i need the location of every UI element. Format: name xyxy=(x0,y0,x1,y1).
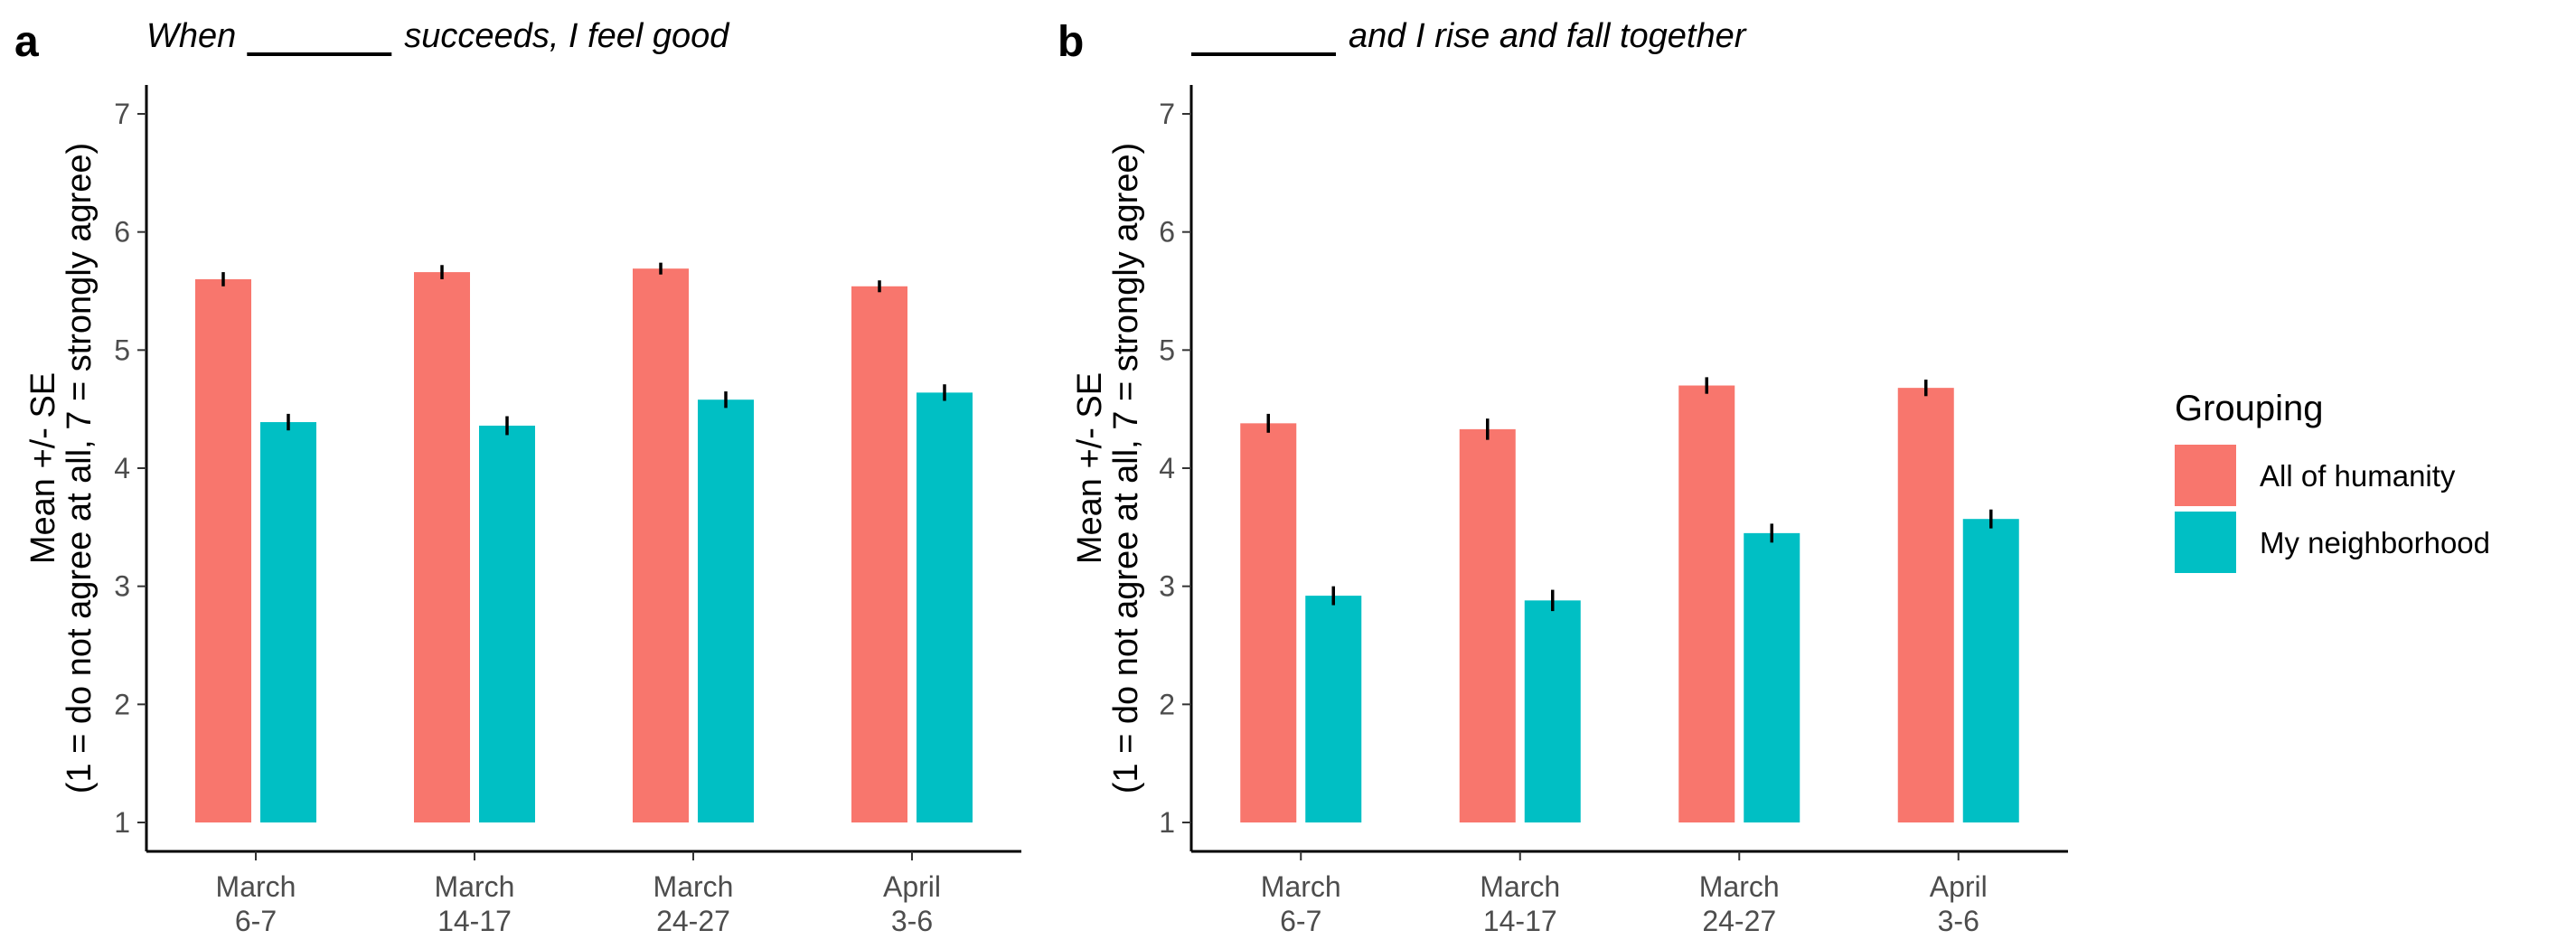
y-tick-label: 7 xyxy=(114,98,130,130)
panel-title-before: When xyxy=(146,17,236,55)
bar-my-neighborhood xyxy=(1305,596,1362,822)
y-tick-label: 5 xyxy=(1159,334,1175,366)
panel-title-after: succeeds, I feel good xyxy=(404,17,730,55)
bar-my-neighborhood xyxy=(698,399,754,822)
bar-all-of-humanity xyxy=(633,268,689,822)
y-axis-label-line2: (1 = do not agree at all, 7 = strongly a… xyxy=(61,143,99,794)
x-tick-label: March xyxy=(1699,870,1780,903)
x-tick-label: 24-27 xyxy=(1702,905,1776,937)
bar-my-neighborhood xyxy=(260,422,316,822)
x-tick-label: March xyxy=(1480,870,1560,903)
bar-my-neighborhood xyxy=(1744,532,1800,822)
legend: Grouping All of humanity My neighborhood xyxy=(2175,389,2490,573)
y-tick-label: 4 xyxy=(1159,452,1175,484)
x-tick-label: March xyxy=(653,870,734,903)
x-tick-label: April xyxy=(883,870,941,903)
y-axis-label-line1: Mean +/- SE xyxy=(24,372,62,564)
x-tick-label: March xyxy=(216,870,296,903)
legend-label-all-of-humanity: All of humanity xyxy=(2260,459,2456,493)
x-tick-label: 6-7 xyxy=(235,905,277,937)
panel-a: a When succeeds, I feel good Mean +/- SE(1 … xyxy=(14,17,1021,937)
bar-all-of-humanity xyxy=(1897,388,1954,822)
panel-letter: a xyxy=(14,18,39,66)
x-tick-label: April xyxy=(1930,870,1988,903)
bar-all-of-humanity xyxy=(1678,385,1735,822)
legend-label-my-neighborhood: My neighborhood xyxy=(2260,526,2490,559)
bar-all-of-humanity xyxy=(195,278,251,822)
x-tick-label: 14-17 xyxy=(1483,905,1557,937)
legend-title: Grouping xyxy=(2175,389,2324,428)
x-tick-label: 6-7 xyxy=(1280,905,1321,937)
bar-my-neighborhood xyxy=(917,392,973,822)
x-tick-label: 14-17 xyxy=(437,905,512,937)
bar-all-of-humanity xyxy=(851,286,907,823)
y-tick-label: 3 xyxy=(1159,570,1175,603)
x-tick-label: 24-27 xyxy=(656,905,730,937)
bar-all-of-humanity xyxy=(1459,428,1516,822)
legend-swatch-all-of-humanity xyxy=(2175,445,2236,506)
y-axis-label-line2: (1 = do not agree at all, 7 = strongly a… xyxy=(1107,143,1145,794)
x-tick-label: 3-6 xyxy=(1938,905,1979,937)
legend-swatch-my-neighborhood xyxy=(2175,512,2236,573)
panel-title-after: and I rise and fall together xyxy=(1349,17,1747,55)
x-tick-label: March xyxy=(435,870,515,903)
y-axis-label-line1: Mean +/- SE xyxy=(1071,372,1109,564)
y-tick-label: 3 xyxy=(114,570,130,603)
bar-my-neighborhood xyxy=(1962,519,2019,822)
bar-all-of-humanity xyxy=(1240,423,1297,822)
bar-all-of-humanity xyxy=(414,272,470,822)
y-tick-label: 5 xyxy=(114,334,130,366)
y-tick-label: 1 xyxy=(1159,806,1175,839)
y-tick-label: 4 xyxy=(114,452,130,484)
y-tick-label: 7 xyxy=(1159,98,1175,130)
bar-my-neighborhood xyxy=(1524,600,1581,822)
panel-b: b and I rise and fall together Mean +/- SE… xyxy=(1058,17,2068,937)
x-tick-label: 3-6 xyxy=(891,905,933,937)
y-tick-label: 6 xyxy=(1159,216,1175,249)
y-tick-label: 1 xyxy=(114,806,130,839)
y-tick-label: 2 xyxy=(114,688,130,720)
x-tick-label: March xyxy=(1261,870,1341,903)
bar-my-neighborhood xyxy=(479,425,535,822)
panel-letter: b xyxy=(1058,18,1084,66)
y-tick-label: 2 xyxy=(1159,688,1175,720)
y-tick-label: 6 xyxy=(114,216,130,249)
